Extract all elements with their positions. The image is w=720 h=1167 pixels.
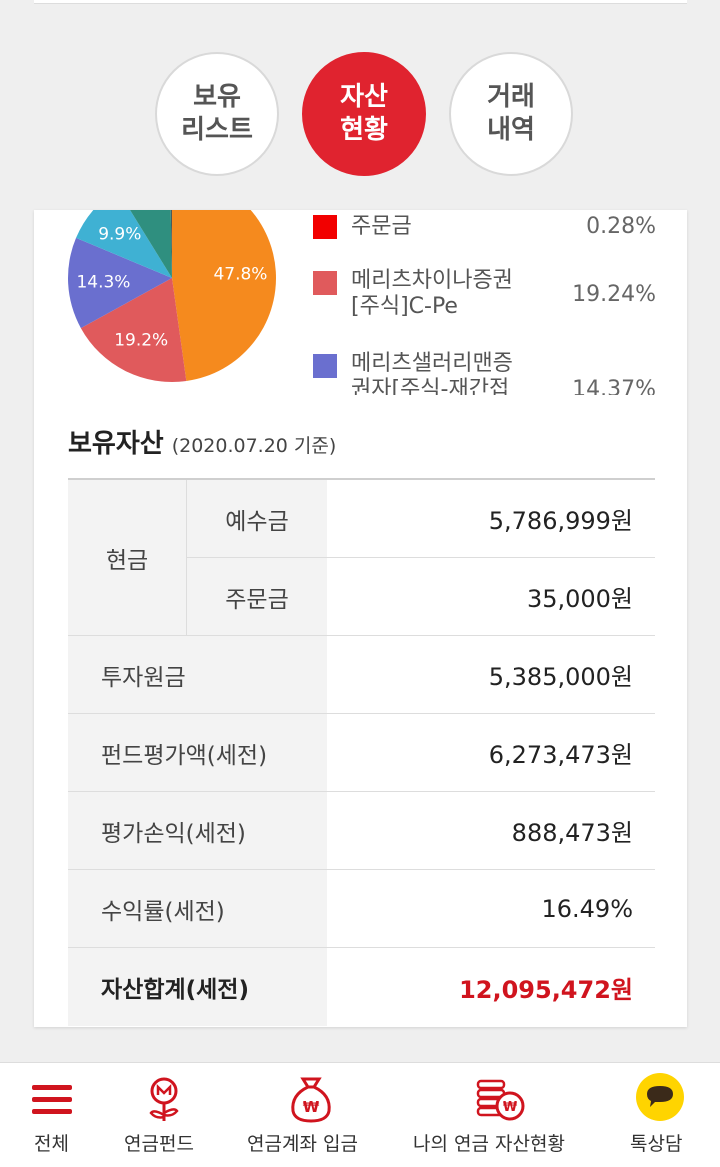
order-value: 35,000원 xyxy=(526,585,633,613)
nav-label: 톡상담 xyxy=(630,1133,683,1155)
pie-slice xyxy=(80,278,187,382)
pie-slice xyxy=(68,237,172,329)
table-row: 펀드평가액(세전) 6,273,473원 xyxy=(68,714,655,792)
pie-slice-label: 47.8% xyxy=(213,264,267,284)
svg-text:₩: ₩ xyxy=(303,1098,320,1116)
pie-slice xyxy=(170,210,172,278)
table-row: 평가손익(세전) 888,473원 xyxy=(68,792,655,870)
deposit-label: 예수금 xyxy=(186,480,327,558)
assets-heading: 보유자산 (2020.07.20 기준) xyxy=(68,423,336,460)
legend-name: 주문금 xyxy=(351,214,412,239)
bottom-navigation: 전체 연금펀드 ₩ 연금계좌 입금 ₩ 나의 연금 자산현황 xyxy=(0,1062,720,1167)
tab-asset-status[interactable]: 자산 현황 xyxy=(302,52,426,176)
cash-label: 현금 xyxy=(68,480,186,636)
assets-title: 보유자산 xyxy=(68,429,164,459)
nav-talk-consult[interactable]: 톡상담 xyxy=(620,1063,700,1167)
legend-name: 메리츠샐러리맨증 권자[주식-재간접 xyxy=(351,351,513,395)
table-row: 투자원금 5,385,000원 xyxy=(68,636,655,714)
row-value: 888,473원 xyxy=(511,819,633,847)
legend-swatch xyxy=(313,215,337,239)
nav-all[interactable]: 전체 xyxy=(14,1063,94,1167)
nav-account-deposit[interactable]: ₩ 연금계좌 입금 xyxy=(244,1063,378,1167)
row-value: 6,273,473원 xyxy=(488,741,633,769)
nav-label: 연금펀드 xyxy=(124,1133,194,1155)
pie-slice xyxy=(76,210,172,278)
row-value: 16.49% xyxy=(541,894,633,923)
nav-label: 전체 xyxy=(34,1133,69,1155)
money-bag-icon: ₩ xyxy=(291,1077,331,1123)
legend-percent: 0.28% xyxy=(586,214,656,239)
asset-status-card: 47.8% 19.2% 14.3% 9.9% 주문금 0.28% 메리츠차이나증권 [… xyxy=(34,210,687,1027)
legend-swatch xyxy=(313,271,337,295)
total-value: 12,095,472원 xyxy=(459,975,633,1004)
row-value: 5,385,000원 xyxy=(488,663,633,691)
deposit-value: 5,786,999원 xyxy=(488,507,633,535)
row-label: 투자원금 xyxy=(68,636,327,713)
nav-my-pension-assets[interactable]: ₩ 나의 연금 자산현황 xyxy=(410,1063,590,1167)
nav-label: 연금계좌 입금 xyxy=(247,1133,358,1155)
pie-slice-label: 14.3% xyxy=(76,273,130,293)
svg-text:₩: ₩ xyxy=(503,1100,518,1115)
table-row: 35,000원 xyxy=(186,558,655,636)
legend-percent: 19.24% xyxy=(572,282,656,307)
order-label: 주문금 xyxy=(186,558,327,636)
nav-label: 나의 연금 자산현황 xyxy=(413,1133,565,1155)
nav-pension-fund[interactable]: 연금펀드 xyxy=(118,1063,210,1167)
assets-table: 현금 예수금 5,786,999원 주문금 35,000원 투자원금 5,385… xyxy=(68,478,655,1026)
pie-slice xyxy=(172,210,276,382)
tab-label: 보유 리스트 xyxy=(181,82,253,145)
chart-legend[interactable]: 주문금 0.28% 메리츠차이나증권 [주식]C-Pe 19.24% 메리츠샐러… xyxy=(311,210,656,395)
pie-slice xyxy=(130,210,172,278)
tab-label: 자산 현황 xyxy=(340,82,388,145)
legend-percent: 14.37% xyxy=(572,377,656,395)
legend-swatch xyxy=(313,354,337,378)
row-label: 평가손익(세전) xyxy=(68,792,327,869)
previous-card-edge xyxy=(34,0,687,4)
table-row: 수익률(세전) 16.49% xyxy=(68,870,655,948)
row-label: 펀드평가액(세전) xyxy=(68,714,327,791)
chat-bubble-icon xyxy=(636,1073,684,1121)
view-tabs: 보유 리스트 자산 현황 거래 내역 xyxy=(0,52,720,178)
pie-slice-label: 9.9% xyxy=(98,224,141,244)
coin-stack-icon: ₩ xyxy=(476,1079,525,1121)
pie-chart: 47.8% 19.2% 14.3% 9.9% xyxy=(68,210,276,382)
pie-slice-label: 19.2% xyxy=(114,330,168,350)
row-label: 수익률(세전) xyxy=(68,870,327,947)
menu-icon xyxy=(32,1085,72,1114)
tab-transaction-history[interactable]: 거래 내역 xyxy=(449,52,573,176)
total-label: 자산합계(세전) xyxy=(68,948,327,1026)
legend-name: 메리츠차이나증권 [주식]C-Pe xyxy=(351,268,513,319)
total-row: 자산합계(세전) 12,095,472원 xyxy=(68,948,655,1026)
pie-chart-area: 47.8% 19.2% 14.3% 9.9% xyxy=(34,210,687,395)
tab-label: 거래 내역 xyxy=(487,82,535,145)
assets-date: (2020.07.20 기준) xyxy=(171,435,337,457)
flower-icon xyxy=(149,1077,179,1121)
tab-holdings-list[interactable]: 보유 리스트 xyxy=(155,52,279,176)
table-row: 5,786,999원 xyxy=(186,480,655,558)
